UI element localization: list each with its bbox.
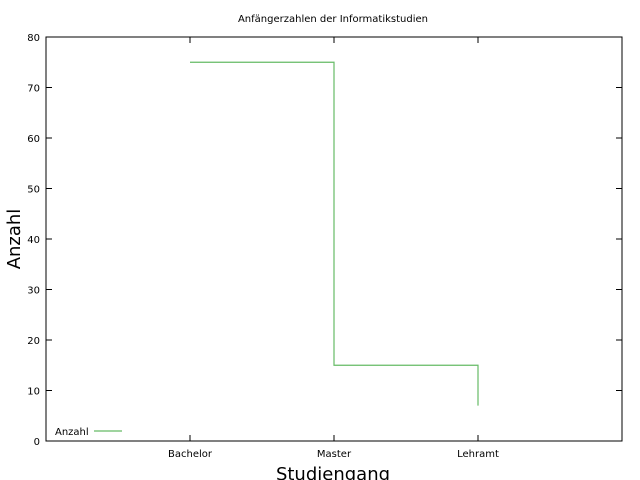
legend: Anzahl	[55, 427, 122, 438]
chart-title: Anfängerzahlen der Informatikstudien	[238, 14, 428, 25]
x-tick-label: Lehramt	[457, 449, 499, 460]
series-line-anzahl	[190, 61, 479, 406]
x-axis-label: Studiengang	[276, 464, 390, 480]
x-tick-label: Bachelor	[168, 449, 213, 460]
y-tick-label: 10	[27, 387, 40, 398]
y-axis: 0 10 20 30 40 50 60 70 80	[27, 33, 622, 448]
y-tick-label: 20	[27, 336, 40, 347]
x-axis: Bachelor Master Lehramt	[168, 37, 499, 460]
legend-label-anzahl: Anzahl	[55, 427, 89, 438]
y-tick-label: 40	[27, 235, 40, 246]
x-tick-label: Master	[317, 449, 352, 460]
y-tick-label: 30	[27, 286, 40, 297]
y-tick-label: 70	[27, 84, 40, 95]
y-tick-label: 0	[34, 437, 40, 448]
y-tick-label: 80	[27, 33, 40, 44]
y-tick-label: 50	[27, 185, 40, 196]
y-axis-label: Anzahl	[4, 209, 25, 270]
y-tick-label: 60	[27, 134, 40, 145]
